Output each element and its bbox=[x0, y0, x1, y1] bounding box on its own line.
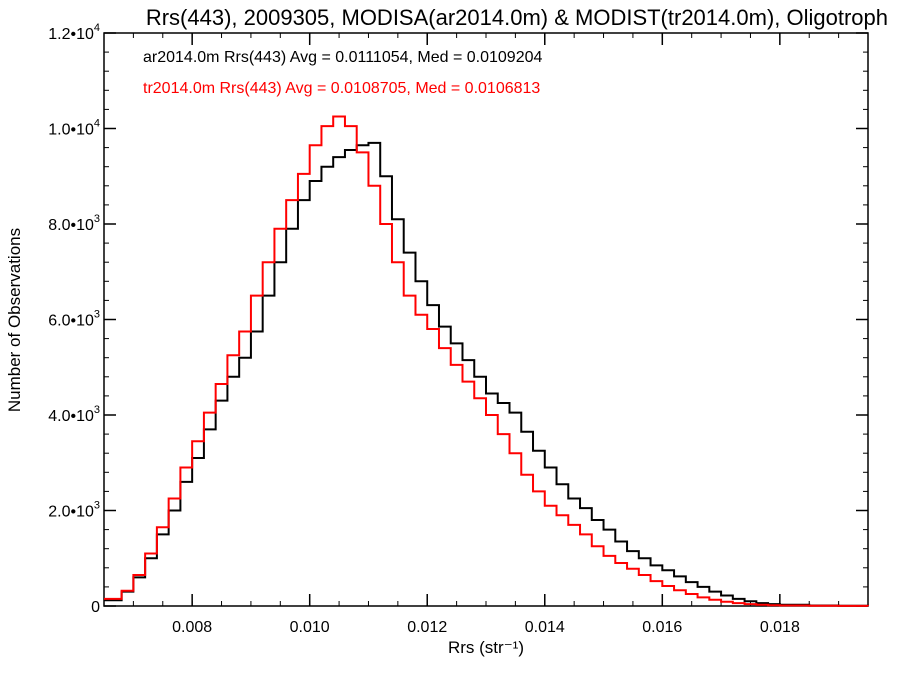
y-tick-label: 4.0•103 bbox=[48, 404, 100, 425]
y-axis: 0 2.0•103 4.0•103 6.0•103 8.0•103 1.0•104 1.2•… bbox=[48, 22, 868, 616]
series-layer bbox=[104, 115, 869, 607]
plot-frame bbox=[103, 32, 869, 607]
y-tick-label: 0 bbox=[91, 599, 100, 616]
x-tick-label: 0.014 bbox=[525, 619, 565, 636]
x-tick-label: 0.012 bbox=[407, 619, 447, 636]
y-tick-label: 2.0•103 bbox=[48, 500, 100, 521]
x-tick-label: 0.010 bbox=[290, 619, 330, 636]
x-tick-label: 0.016 bbox=[642, 619, 682, 636]
y-axis-label: Number of Observations bbox=[5, 228, 24, 412]
chart-title: Rrs(443), 2009305, MODISA(ar2014.0m) & M… bbox=[146, 5, 888, 30]
y-tick-label: 6.0•103 bbox=[48, 309, 100, 330]
x-tick-label: 0.018 bbox=[760, 619, 800, 636]
y-tick-label: 1.2•104 bbox=[48, 22, 100, 43]
x-tick-label: 0.008 bbox=[172, 619, 212, 636]
y-tick-label: 1.0•104 bbox=[48, 118, 100, 139]
y-tick-label: 8.0•103 bbox=[48, 213, 100, 234]
x-axis: 0.008 0.010 0.012 0.014 0.016 0.018 bbox=[103, 33, 869, 636]
series-line-tr2014 bbox=[104, 115, 869, 607]
series-line-ar2014 bbox=[104, 141, 869, 607]
x-axis-label: Rrs (str⁻¹) bbox=[448, 638, 524, 657]
legend-entry-black: ar2014.0m Rrs(443) Avg = 0.0111054, Med … bbox=[143, 49, 542, 66]
legend-entry-red: tr2014.0m Rrs(443) Avg = 0.0108705, Med … bbox=[143, 80, 540, 97]
